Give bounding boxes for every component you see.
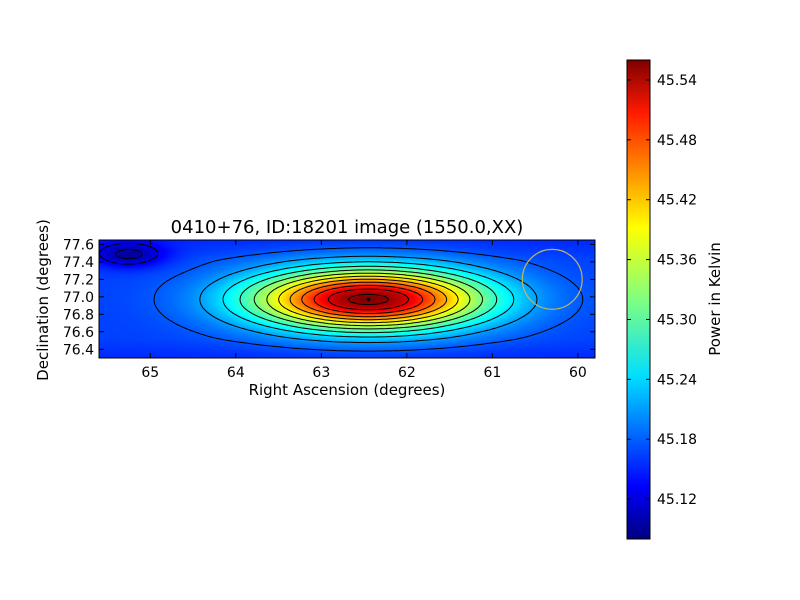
colorbar-tick-label: 45.12 <box>657 492 697 508</box>
colorbar: 45.12 45.18 45.24 45.30 45.36 45.42 45.48 45.54 <box>626 59 697 540</box>
y-axis-label: Declination (degrees) <box>34 219 52 381</box>
x-tick-label: 60 <box>569 365 587 381</box>
contour-line <box>266 272 471 327</box>
contour-line <box>114 249 143 260</box>
y-tick-label: 77.6 <box>63 237 94 253</box>
colorbar-tick-label: 45.36 <box>657 253 697 269</box>
colorbar-label: Power in Kelvin <box>706 242 724 356</box>
y-tick-label: 77.0 <box>63 290 94 306</box>
y-tick-label: 76.6 <box>63 325 94 341</box>
beam-circle <box>521 248 583 310</box>
colorbar-tick-label: 45.42 <box>657 193 697 209</box>
colorbar-tick-label: 45.30 <box>657 312 697 328</box>
x-tick-label: 61 <box>483 365 501 381</box>
colorbar-tick-label: 45.18 <box>657 432 697 448</box>
x-tick-label: 65 <box>141 365 159 381</box>
plot-area: 65 64 63 62 61 60 77.6 77.477.2 77.076.8 76.676.… <box>63 237 596 381</box>
colorbar-tick-label: 45.24 <box>657 372 697 388</box>
contour-line <box>222 261 515 338</box>
x-tick-label: 63 <box>312 365 330 381</box>
x-tick-label: 64 <box>227 365 245 381</box>
peak-marker <box>366 297 371 302</box>
y-axis-ticks: 77.6 77.477.2 77.076.8 76.676.4 <box>63 237 595 358</box>
contour-line <box>301 281 436 318</box>
plot-frame <box>98 239 596 359</box>
contour-line <box>327 288 410 311</box>
y-tick-label: 76.4 <box>63 342 94 358</box>
x-axis-label: Right Ascension (degrees) <box>249 381 446 399</box>
x-tick-label: 62 <box>398 365 416 381</box>
chart-title: 0410+76, ID:18201 image (1550.0,XX) <box>171 217 524 238</box>
x-axis-ticks: 65 64 63 62 61 60 <box>141 240 587 381</box>
contour-line <box>347 293 389 306</box>
contour-line <box>253 269 484 330</box>
contour-line <box>239 265 498 334</box>
contour-line <box>278 275 459 324</box>
y-tick-label: 76.8 <box>63 307 94 323</box>
contour-line <box>99 242 159 265</box>
contour-lines <box>99 242 584 352</box>
colorbar-tick-label: 45.54 <box>657 73 697 89</box>
y-tick-label: 77.2 <box>63 272 94 288</box>
contour-line <box>153 247 584 352</box>
contour-line <box>289 278 448 321</box>
y-tick-label: 77.4 <box>63 255 94 271</box>
contour-line <box>199 255 538 344</box>
colorbar-ticks: 45.12 45.18 45.24 45.30 45.36 45.42 45.48 45.54 <box>627 73 697 508</box>
colorbar-tick-label: 45.48 <box>657 133 697 149</box>
colorbar-gradient <box>626 59 651 540</box>
contour-line <box>313 284 424 314</box>
heatmap-image <box>99 240 595 358</box>
